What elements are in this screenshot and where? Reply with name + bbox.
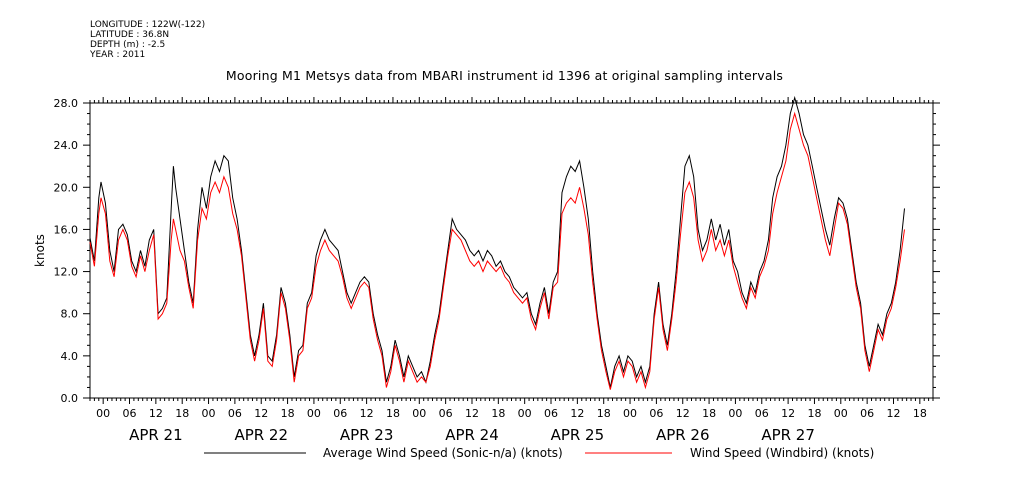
day-label: APR 27 — [761, 426, 815, 444]
y-tick-label: 4.0 — [61, 350, 79, 363]
x-tick-label: 12 — [781, 407, 795, 420]
x-tick-label: 00 — [202, 407, 216, 420]
x-tick-label: 12 — [149, 407, 163, 420]
x-tick-label: 00 — [96, 407, 110, 420]
x-tick-label: 18 — [386, 407, 400, 420]
station-metadata: LONGITUDE : 122W(-122) LATITUDE : 36.8N … — [90, 20, 205, 60]
x-tick-label: 00 — [623, 407, 637, 420]
latitude-text: LATITUDE : 36.8N — [90, 30, 170, 40]
x-tick-label: 06 — [544, 407, 558, 420]
x-tick-label: 06 — [755, 407, 769, 420]
x-tick-label: 06 — [123, 407, 137, 420]
x-tick-label: 00 — [834, 407, 848, 420]
legend-entry-windbird: Wind Speed (Windbird) (knots) — [690, 446, 875, 460]
series-lines — [89, 95, 905, 390]
x-tick-label: 00 — [412, 407, 426, 420]
x-tick-label: 12 — [360, 407, 374, 420]
day-label: APR 25 — [551, 426, 605, 444]
chart-title: Mooring M1 Metsys data from MBARI instru… — [225, 68, 784, 83]
x-tick-label: 18 — [281, 407, 295, 420]
x-tick-label: 06 — [333, 407, 347, 420]
series-line-windbird — [89, 111, 905, 390]
x-tick-label: 06 — [228, 407, 242, 420]
y-tick-label: 12.0 — [54, 266, 79, 279]
depth-text: DEPTH (m) : -2.5 — [90, 40, 166, 50]
y-tick-label: 16.0 — [54, 223, 79, 236]
day-label: APR 22 — [234, 426, 288, 444]
day-label: APR 21 — [129, 426, 183, 444]
series-line-sonic — [89, 95, 905, 388]
x-tick-label: 18 — [491, 407, 505, 420]
x-tick-label: 18 — [597, 407, 611, 420]
day-label: APR 24 — [445, 426, 499, 444]
x-tick-label: 18 — [913, 407, 927, 420]
x-tick-label: 12 — [254, 407, 268, 420]
day-label: APR 23 — [340, 426, 394, 444]
y-axis-label: knots — [33, 234, 47, 267]
legend-entry-sonic: Average Wind Speed (Sonic-n/a) (knots) — [323, 446, 563, 460]
x-tick-label: 12 — [570, 407, 584, 420]
x-tick-label: 18 — [175, 407, 189, 420]
y-tick-label: 28.0 — [54, 97, 79, 110]
x-tick-label: 12 — [465, 407, 479, 420]
y-tick-label: 24.0 — [54, 139, 79, 152]
y-tick-label: 20.0 — [54, 181, 79, 194]
x-tick-label: 18 — [807, 407, 821, 420]
x-tick-label: 06 — [649, 407, 663, 420]
x-tick-label: 00 — [728, 407, 742, 420]
year-text: YEAR : 2011 — [90, 50, 146, 60]
y-tick-label: 0.0 — [61, 392, 79, 405]
x-tick-label: 06 — [860, 407, 874, 420]
x-tick-label: 00 — [307, 407, 321, 420]
axis-labels: 0.0 4.0 8.0 12.0 16.0 20.0 24.0 28.0 00 06 12 18 00 0… — [33, 97, 927, 444]
day-label: APR 26 — [656, 426, 710, 444]
x-tick-label: 06 — [439, 407, 453, 420]
x-tick-label: 12 — [886, 407, 900, 420]
longitude-text: LONGITUDE : 122W(-122) — [90, 20, 206, 30]
x-tick-label: 12 — [676, 407, 690, 420]
x-tick-label: 18 — [702, 407, 716, 420]
plot-axes — [83, 97, 940, 404]
y-tick-label: 8.0 — [61, 308, 79, 321]
x-tick-label: 00 — [518, 407, 532, 420]
